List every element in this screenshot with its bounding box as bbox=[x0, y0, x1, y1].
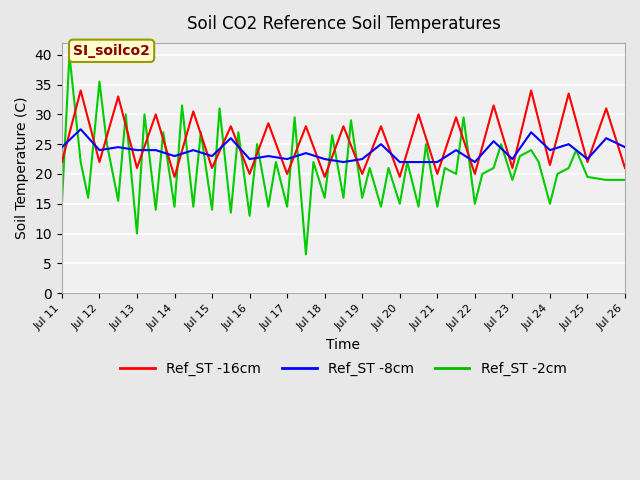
Text: SI_soilco2: SI_soilco2 bbox=[73, 44, 150, 58]
Legend: Ref_ST -16cm, Ref_ST -8cm, Ref_ST -2cm: Ref_ST -16cm, Ref_ST -8cm, Ref_ST -2cm bbox=[115, 356, 572, 381]
Y-axis label: Soil Temperature (C): Soil Temperature (C) bbox=[15, 97, 29, 239]
Title: Soil CO2 Reference Soil Temperatures: Soil CO2 Reference Soil Temperatures bbox=[186, 15, 500, 33]
X-axis label: Time: Time bbox=[326, 337, 360, 351]
